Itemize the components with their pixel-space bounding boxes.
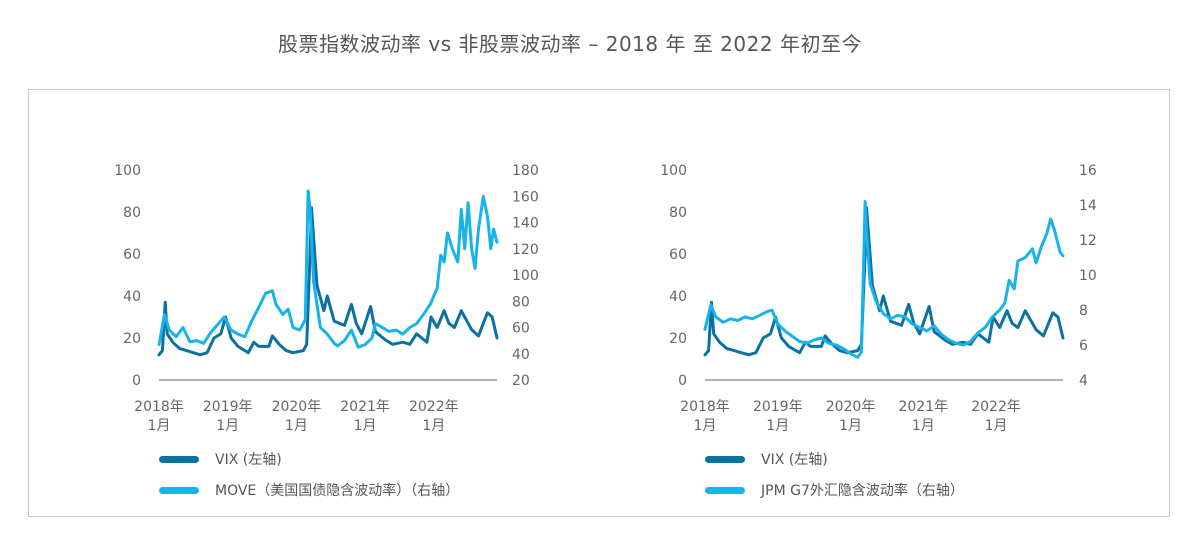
x-tick-year: 2022年 [971,399,1021,415]
x-tick-year: 2019年 [203,399,253,415]
legend-swatch-dark [159,455,199,463]
series-line-vix [157,206,499,357]
legend-label: JPM G7外汇隐含波动率（右轴） [761,483,964,499]
right-tick-label: 100 [512,268,539,284]
legend-item-vix: VIX (左轴) [705,448,964,470]
left-tick-label: 0 [678,373,687,389]
x-tick-month: 1月 [694,418,717,434]
legend-right: VIX (左轴) JPM G7外汇隐含波动率（右轴） [705,448,964,510]
right-tick-label: 180 [512,163,539,179]
left-tick-label: 20 [123,331,141,347]
left-tick-label: 60 [123,247,141,263]
x-tick-year: 2021年 [340,399,390,415]
left-tick-label: 40 [669,289,687,305]
x-tick-month: 1月 [839,418,862,434]
legend-swatch-dark [705,455,745,463]
left-tick-label: 100 [660,163,687,179]
right-tick-label: 16 [1079,163,1097,179]
chart-panel: 0 20 40 60 80 100 20 40 60 80 100 120 140 160 180 2018年… [28,89,1170,517]
x-tick-month: 1月 [422,418,445,434]
right-tick-label: 4 [1079,373,1088,389]
x-tick-month: 1月 [766,418,789,434]
x-tick-year: 2019年 [753,399,803,415]
legend-swatch-light [159,486,199,494]
legend-left: VIX (左轴) MOVE（美国国债隐含波动率）（右轴） [159,448,459,510]
x-tick-month: 1月 [354,418,377,434]
legend-item-move: MOVE（美国国债隐含波动率）（右轴） [159,479,459,501]
legend-swatch-light [705,486,745,494]
legend-label: VIX (左轴) [215,452,282,468]
x-tick-month: 1月 [216,418,239,434]
x-tick-year: 2020年 [826,399,876,415]
right-tick-label: 140 [512,216,539,232]
right-tick-label: 80 [512,294,530,310]
left-tick-label: 100 [114,163,141,179]
left-tick-label: 80 [123,205,141,221]
right-tick-label: 20 [512,373,530,389]
left-tick-label: 60 [669,247,687,263]
series-line-secondary [703,200,1065,359]
legend-item-vix: VIX (左轴) [159,448,459,470]
right-tick-label: 10 [1079,268,1097,284]
left-tick-label: 40 [123,289,141,305]
right-tick-label: 6 [1079,338,1088,354]
right-tick-label: 14 [1079,198,1097,214]
right-tick-label: 8 [1079,303,1088,319]
series-line-secondary [157,189,499,349]
x-tick-month: 1月 [912,418,935,434]
right-tick-label: 160 [512,189,539,205]
legend-label: MOVE（美国国债隐含波动率）（右轴） [215,483,460,499]
x-tick-year: 2022年 [409,399,459,415]
page-title: 股票指数波动率 vs 非股票波动率 – 2018 年 至 2022 年初至今 [278,32,862,56]
x-tick-month: 1月 [148,418,171,434]
right-tick-label: 40 [512,347,530,363]
left-tick-label: 20 [669,331,687,347]
right-tick-label: 12 [1079,233,1097,249]
chart-left: 0 20 40 60 80 100 20 40 60 80 100 120 140 160 180 2018年… [114,163,539,434]
x-tick-year: 2021年 [898,399,948,415]
left-tick-label: 0 [132,373,141,389]
right-tick-label: 60 [512,321,530,337]
x-tick-year: 2018年 [134,399,184,415]
legend-label: VIX (左轴) [761,452,828,468]
x-tick-year: 2018年 [680,399,730,415]
left-tick-label: 80 [669,205,687,221]
x-tick-month: 1月 [285,418,308,434]
x-tick-month: 1月 [985,418,1008,434]
legend-item-jpm-fx: JPM G7外汇隐含波动率（右轴） [705,479,964,501]
x-tick-year: 2020年 [272,399,322,415]
right-tick-label: 120 [512,242,539,258]
chart-right: 0 20 40 60 80 100 4 6 8 10 12 14 16 2018年 1月 2019年 1月 202… [660,163,1097,434]
series-line-vix [703,206,1065,357]
